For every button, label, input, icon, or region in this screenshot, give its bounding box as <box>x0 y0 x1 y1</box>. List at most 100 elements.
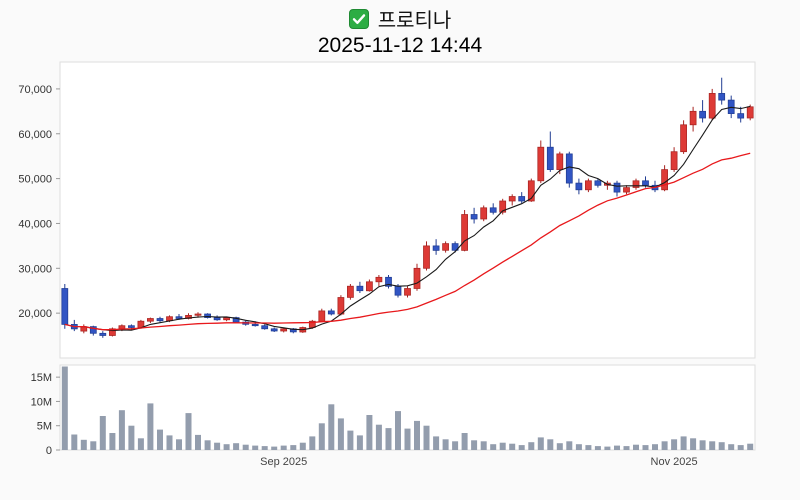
candle-up <box>585 180 592 191</box>
candle-up <box>404 288 411 296</box>
candle-down <box>642 180 649 186</box>
volume-bar <box>528 442 535 450</box>
ma5-line <box>64 105 751 332</box>
candle-down <box>61 288 69 325</box>
volume-bar <box>690 438 697 450</box>
volume-bar <box>309 436 316 450</box>
svg-text:40,000: 40,000 <box>18 218 52 230</box>
volume-bar <box>699 440 706 450</box>
x-axis-labels: Sep 2025 Nov 2025 <box>260 456 697 468</box>
candle-up <box>499 200 507 213</box>
chart-header: 프로티나 2025-11-12 14:44 <box>0 0 800 60</box>
volume-bar <box>147 403 154 450</box>
volume-bar <box>490 444 497 450</box>
svg-text:70,000: 70,000 <box>18 84 52 96</box>
candle-down <box>327 310 335 315</box>
candle-down <box>699 110 706 119</box>
candle-up <box>413 267 421 289</box>
volume-bar <box>90 441 97 450</box>
volume-bar <box>604 446 611 450</box>
volume-bar <box>709 441 716 450</box>
candle-down <box>594 180 602 186</box>
svg-text:5M: 5M <box>37 421 52 433</box>
candle-up <box>708 93 716 119</box>
volume-bar <box>614 445 620 450</box>
volume-bar <box>252 445 259 450</box>
volume-bar <box>61 366 68 450</box>
volume-bar <box>652 444 658 450</box>
volume-bar <box>423 425 430 450</box>
volume-bar <box>366 415 373 450</box>
svg-text:30,000: 30,000 <box>18 263 52 275</box>
volume-bar <box>537 437 544 450</box>
volume-bar <box>395 411 401 450</box>
volume-bar <box>566 441 573 450</box>
candle-up <box>623 187 630 193</box>
volume-bar <box>347 430 354 450</box>
candle-down <box>128 325 135 328</box>
candle-up <box>147 318 154 322</box>
candle-down <box>213 317 221 321</box>
volume-bar <box>261 446 268 450</box>
candle-up <box>537 146 545 182</box>
candle-up <box>223 317 230 321</box>
volume-bar <box>718 442 725 450</box>
candle-down <box>261 325 269 330</box>
volume-bar <box>223 444 230 450</box>
volume-bar <box>157 429 163 450</box>
volume-bar <box>442 439 449 450</box>
volume-bar <box>633 444 639 450</box>
candle-down <box>270 328 278 332</box>
volume-bar <box>385 428 392 450</box>
candle-down <box>737 113 745 119</box>
candle-down <box>470 214 478 220</box>
candle-up <box>480 207 488 220</box>
volume-bar <box>337 418 344 450</box>
stock-name: 프로티나 <box>377 10 452 32</box>
candle-up <box>508 196 516 202</box>
volume-bar <box>623 446 630 450</box>
candle-down <box>489 207 497 213</box>
svg-text:10M: 10M <box>31 396 52 408</box>
candle-up <box>461 214 468 251</box>
candle-up <box>442 243 449 251</box>
volume-bar <box>80 439 87 450</box>
volume-bar <box>404 428 411 450</box>
volume-bar <box>375 424 382 450</box>
candle-up <box>280 328 288 332</box>
candle-down <box>356 285 364 292</box>
candle-down <box>565 153 573 184</box>
candle-down <box>451 243 459 251</box>
volume-bar <box>471 440 478 450</box>
svg-text:20,000: 20,000 <box>18 308 52 320</box>
stock-price-volume-chart: 20,000 30,000 40,000 50,000 60,000 70,000 0 5M 1… <box>18 61 756 468</box>
volume-bar <box>547 439 554 450</box>
candle-down <box>518 196 526 202</box>
candle-down <box>175 316 183 319</box>
volume-bar <box>499 442 506 450</box>
candle-down <box>156 318 164 322</box>
candle-down <box>575 182 583 191</box>
candle-down <box>251 324 259 327</box>
volume-bar <box>214 442 221 450</box>
candle-down <box>613 182 621 193</box>
volume-bar <box>518 445 525 450</box>
volume-bar <box>71 434 78 450</box>
candle-down <box>718 93 726 101</box>
volume-bar <box>594 446 601 450</box>
volume-y-axis: 0 5M 10M 15M <box>31 372 60 457</box>
volume-bar <box>233 443 240 450</box>
candle-up <box>670 151 678 170</box>
svg-text:Sep 2025: Sep 2025 <box>260 456 307 468</box>
volume-bar <box>433 436 440 450</box>
svg-text:Nov 2025: Nov 2025 <box>651 456 698 468</box>
svg-text:0: 0 <box>46 445 52 457</box>
candle-up <box>194 313 202 316</box>
volume-bar <box>99 416 106 450</box>
candle-down <box>385 276 392 287</box>
volume-bar <box>556 443 563 450</box>
candle-up <box>337 297 345 315</box>
svg-text:15M: 15M <box>31 372 52 384</box>
stock-title-row: 프로티나 <box>0 5 800 32</box>
volume-bar <box>461 433 468 450</box>
